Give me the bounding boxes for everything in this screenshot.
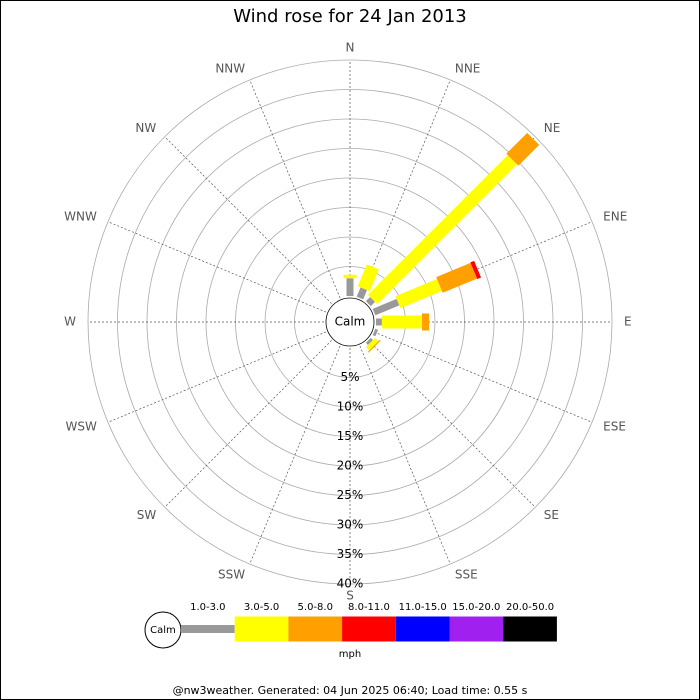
r-tick-label: 35% — [337, 547, 364, 561]
direction-label: WNW — [64, 210, 97, 224]
spoke — [107, 221, 327, 313]
direction-label: ESE — [603, 419, 626, 433]
wind-bar — [470, 260, 482, 280]
calm-circle — [325, 297, 375, 347]
legend-swatch — [503, 616, 557, 642]
spoke — [249, 79, 341, 299]
direction-label: ENE — [603, 210, 627, 224]
legend-label: 8.0-11.0 — [348, 602, 390, 613]
grid-ring — [117, 89, 583, 555]
legend-label: 1.0-3.0 — [190, 602, 225, 613]
legend-label: 3.0-5.0 — [244, 602, 279, 613]
wind-bar — [357, 264, 379, 292]
legend-swatch — [181, 625, 235, 633]
direction-label: NNW — [215, 61, 245, 75]
wind-bar — [367, 155, 517, 305]
r-tick-label: 10% — [337, 400, 364, 414]
grid-ring — [87, 59, 613, 585]
spoke — [373, 221, 593, 313]
direction-label: S — [346, 589, 354, 603]
direction-label: E — [624, 315, 632, 329]
r-tick-label: 5% — [340, 370, 359, 384]
wind-bar — [365, 337, 373, 345]
r-tick-label: 15% — [337, 429, 364, 443]
legend-swatch — [449, 616, 504, 642]
wind-bar — [422, 313, 430, 331]
direction-label: WSW — [65, 419, 96, 433]
direction-label: SSE — [455, 568, 478, 582]
grid-ring — [264, 236, 436, 408]
direction-label: SE — [544, 508, 559, 522]
legend-swatch — [342, 616, 396, 642]
legend-label: 15.0-20.0 — [452, 602, 500, 613]
spoke — [164, 136, 332, 304]
direction-label: N — [346, 41, 355, 55]
wind-bar — [381, 315, 423, 329]
spoke — [249, 345, 341, 565]
wind-bar — [367, 339, 381, 353]
direction-label: NNE — [455, 61, 481, 75]
legend-label: 5.0-8.0 — [298, 602, 333, 613]
spoke — [373, 331, 593, 423]
r-tick-label: 30% — [337, 518, 364, 532]
unit-label: mph — [339, 649, 361, 660]
chart-title: Wind rose for 24 Jan 2013 — [233, 6, 467, 27]
wind-bar — [436, 262, 478, 293]
footer: @nw3weather. Generated: 04 Jun 2025 06:4… — [173, 684, 528, 697]
wind-bar — [365, 337, 379, 351]
wind-bar — [346, 278, 354, 296]
wind-bar — [356, 287, 368, 300]
legend-label: 11.0-15.0 — [399, 602, 447, 613]
spoke — [359, 79, 451, 299]
spoke — [368, 340, 536, 508]
legend-calm-label: Calm — [150, 625, 176, 636]
legend-swatch — [234, 616, 289, 642]
wind-bar — [372, 298, 400, 316]
wind-bar — [395, 278, 442, 309]
r-tick-label: 40% — [337, 577, 364, 591]
direction-label: NE — [544, 121, 561, 135]
calm-label: Calm — [335, 315, 366, 329]
wind-bar — [506, 132, 540, 166]
direction-label: SSW — [218, 568, 245, 582]
wind-bar — [365, 296, 376, 307]
wind-bar — [372, 328, 379, 337]
legend-swatch — [288, 616, 343, 642]
r-tick-label: 25% — [337, 488, 364, 502]
spoke — [359, 345, 451, 565]
wind-bar — [376, 318, 382, 326]
spoke — [164, 340, 332, 508]
direction-label: NW — [135, 121, 156, 135]
legend-label: 20.0-50.0 — [506, 602, 554, 613]
spoke — [107, 331, 327, 423]
legend-swatch — [395, 616, 450, 642]
direction-label: SW — [137, 508, 157, 522]
direction-label: W — [64, 315, 76, 329]
grid-ring — [176, 148, 524, 496]
wind-bar — [343, 274, 357, 279]
r-tick-label: 20% — [337, 459, 364, 473]
